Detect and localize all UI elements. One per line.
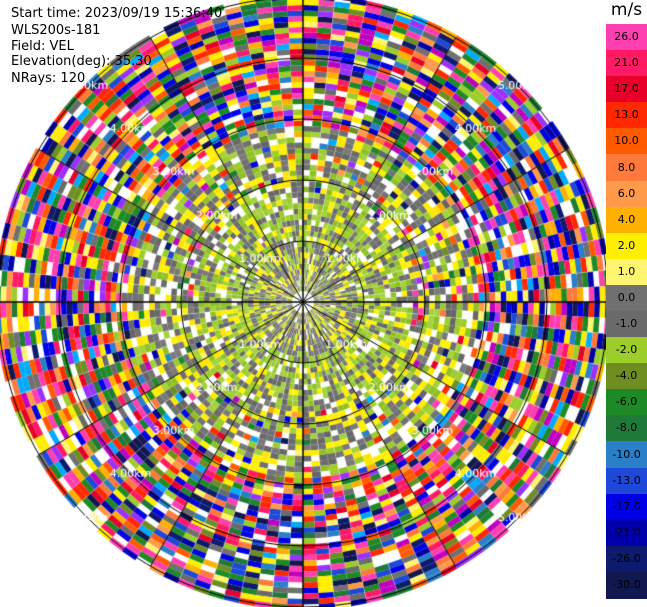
- colorbar-tick-label: -8.0: [615, 421, 638, 435]
- colorbar-segment: [606, 493, 647, 521]
- colorbar-tick-label: 13.0: [614, 108, 639, 122]
- colorbar-segment: [606, 545, 647, 573]
- colorbar-tick-label: 21.0: [614, 56, 639, 70]
- colorbar: 26.0 21.0 17.0 13.0 10.0 8.0 6.0 4.0 2.0 1.0 0.0 -1…: [606, 24, 647, 599]
- colorbar-segment: [606, 467, 647, 495]
- start-time-label: Start time: 2023/09/19 15:36:40: [11, 6, 223, 21]
- colorbar-segment: [606, 284, 647, 312]
- colorbar-segment: [606, 232, 647, 260]
- colorbar-tick-label: 8.0: [617, 160, 636, 174]
- colorbar-segment: [606, 363, 647, 390]
- colorbar-segment: [606, 258, 647, 286]
- colorbar-tick-label: -10.0: [612, 447, 641, 461]
- colorbar-tick-label: 26.0: [614, 30, 639, 44]
- nrays-label: NRays: 120: [11, 71, 86, 86]
- colorbar-segment: [606, 128, 647, 156]
- colorbar-segment: [606, 389, 647, 416]
- elevation-label: Elevation(deg): 35.30: [11, 54, 152, 69]
- colorbar-tick-label: -17.0: [612, 499, 641, 513]
- colorbar-tick-label: -1.0: [615, 317, 638, 331]
- colorbar-tick-label: -4.0: [615, 369, 638, 383]
- colorbar-segment: [606, 206, 647, 234]
- colorbar-segment: [606, 180, 647, 208]
- colorbar-tick-label: 0.0: [617, 290, 636, 304]
- colorbar-tick-label: -21.0: [612, 525, 641, 539]
- colorbar-segment: [606, 571, 647, 599]
- colorbar-segment: [606, 311, 647, 338]
- colorbar-segment: [606, 337, 647, 364]
- colorbar-tick-label: -6.0: [615, 395, 638, 409]
- colorbar-tick-label: -2.0: [615, 343, 638, 357]
- colorbar-tick-label: 6.0: [617, 186, 636, 200]
- colorbar-segment: [606, 415, 647, 443]
- colorbar-segment: [606, 154, 647, 182]
- colorbar-tick-label: -26.0: [612, 551, 641, 565]
- field-label: Field: VEL: [11, 39, 74, 54]
- instrument-label: WLS200s-181: [11, 23, 101, 38]
- colorbar-tick-label: 4.0: [617, 212, 636, 226]
- colorbar-tick-label: 2.0: [617, 238, 636, 252]
- colorbar-segment: [606, 24, 647, 51]
- colorbar-segment: [606, 441, 647, 469]
- colorbar-segment: [606, 76, 647, 103]
- colorbar-segment: [606, 102, 647, 129]
- colorbar-segment: [606, 519, 647, 547]
- colorbar-tick-label: 17.0: [614, 82, 639, 96]
- colorbar-tick-label: 10.0: [614, 134, 639, 148]
- colorbar-tick-label: 1.0: [617, 264, 636, 278]
- colorbar-segment: [606, 50, 647, 77]
- colorbar-tick-label: -13.0: [612, 473, 641, 487]
- colorbar-tick-label: -30.0: [612, 577, 641, 591]
- colorbar-unit: m/s: [610, 0, 643, 20]
